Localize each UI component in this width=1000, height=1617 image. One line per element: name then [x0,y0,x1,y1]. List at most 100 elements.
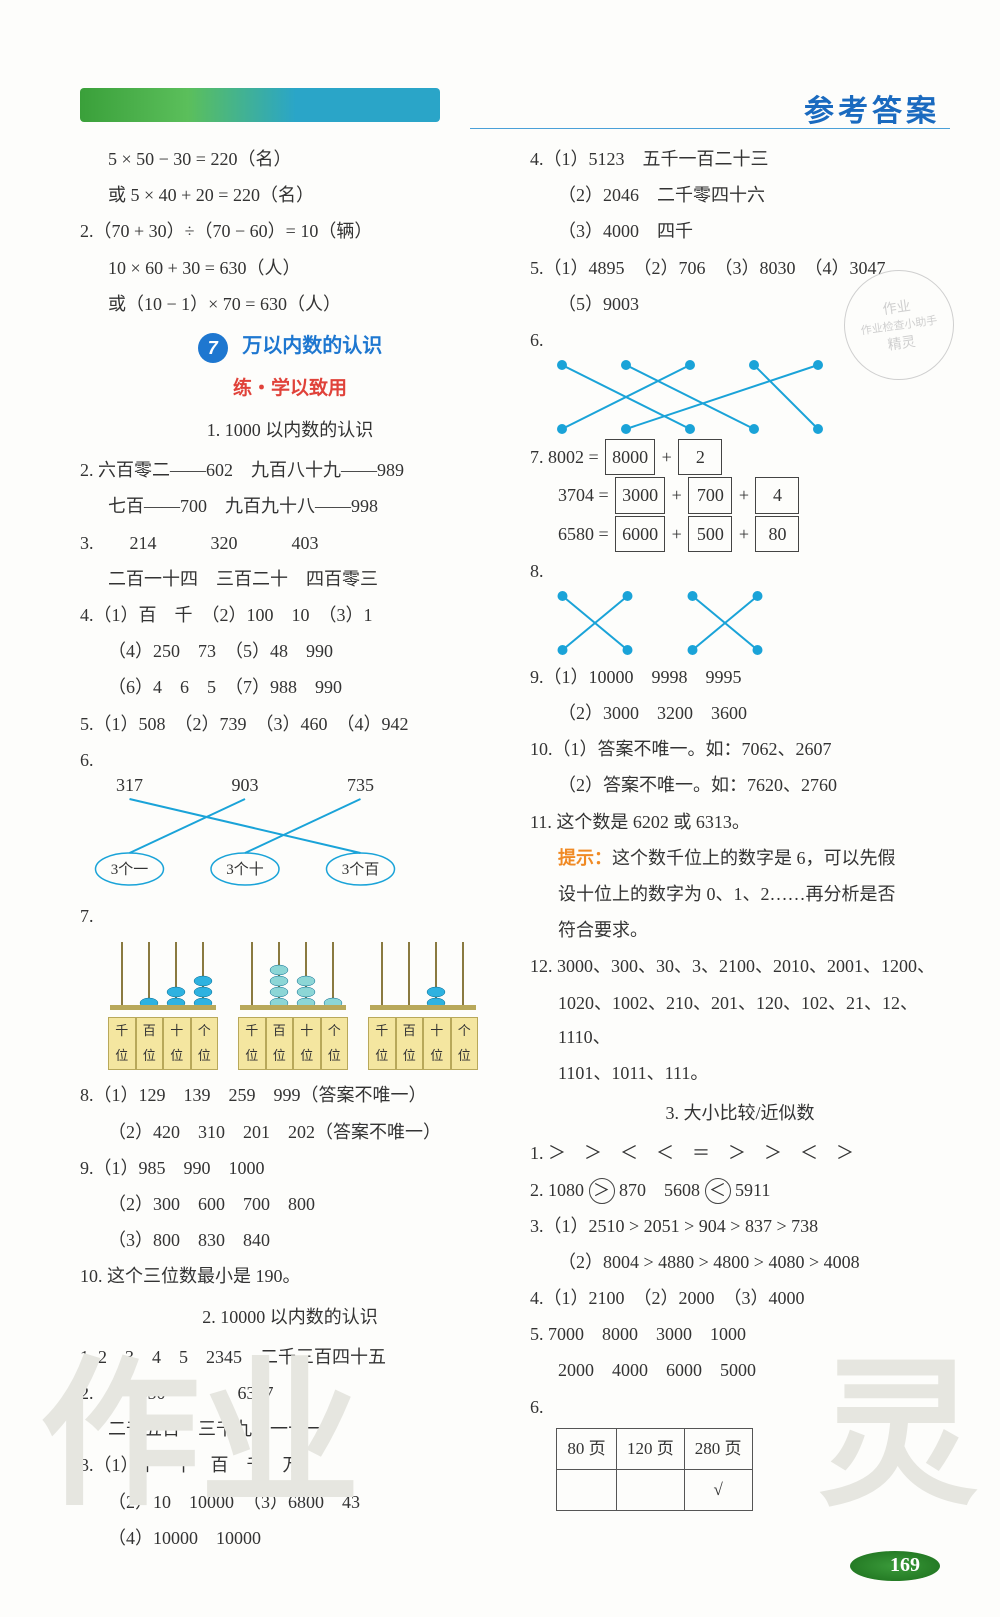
q6-right-matching-svg [530,357,850,437]
l-q3a: 3. 214 320 403 [80,526,500,560]
t6-r2: √ [684,1470,752,1511]
r-c2a: 2. 1080 [530,1180,589,1200]
page-number: 169 [890,1554,920,1577]
r-c2b: 870 5608 [619,1180,705,1200]
r-c2-lt-circle: ＜ [705,1178,731,1204]
subheading-2: 2. 10000 以内数的认识 [80,1300,500,1334]
section-7-title: 万以内数的认识 [242,335,382,357]
r-c3a: 3.（1）2510 > 2051 > 904 > 837 > 738 [530,1209,950,1243]
r-q7-l2: 3704 = 3000 + 700 + 4 [530,477,950,513]
l-q9b: （2）300 600 700 800 [80,1187,500,1221]
r-q12b: 1020、1002、210、201、120、102、21、12、1110、 [530,986,950,1054]
l-q7-label: 7. [80,899,500,933]
l-b3a: 3.（1）个 十 百 千 万 [80,1448,500,1482]
r-c5b: 2000 4000 6000 5000 [530,1353,950,1387]
l-b3c: （4）10000 10000 [80,1521,500,1555]
l-q2b: 七百——700 九百九十八——998 [80,489,500,523]
l-q9c: （3）800 830 840 [80,1223,500,1257]
hint-label: 提示： [558,848,612,868]
subheading-1: 1. 1000 以内数的认识 [80,413,500,447]
abacus-0: 千位百位十位个位 [108,937,218,1070]
r-q7-box-700: 700 [688,477,732,513]
t6-r1 [617,1470,685,1511]
l-q4a: 4.（1）百 千 （2）100 10 （3）1 [80,598,500,632]
r-c1: 1. ＞ ＞ ＜ ＜ ＝ ＞ ＞ ＜ ＞ [530,1136,950,1170]
l-q2a: 2. 六百零二——602 九百八十九——989 [80,453,500,487]
header-underline [470,128,950,129]
l-2a: 2.（70 + 30）÷（70 − 60）= 10（辆） [80,214,500,248]
r-q10b: （2）答案不唯一。如：7620、2760 [530,768,950,802]
abacus-1: 千位百位十位个位 [238,937,348,1070]
r-q7-box-8000: 8000 [605,439,655,475]
l-q8a: 8.（1）129 139 259 999（答案不唯一） [80,1078,500,1112]
l-q4c: （6）4 6 5 （7）988 990 [80,670,500,704]
l-b2b: 二千五百 三千九百一十一 [80,1412,500,1446]
r-q8: 8. [530,554,950,658]
header-title: 参考答案 [804,86,940,130]
l-q6: 6. 3179037353个一3个十3个百 [80,743,500,897]
r-c3b: （2）8004 > 4880 > 4800 > 4080 > 4008 [530,1245,950,1279]
abacus-row: 千位百位十位个位千位百位十位个位千位百位十位个位 [108,937,500,1070]
svg-text:3个十: 3个十 [226,861,264,878]
r-q7-box-6000: 6000 [615,516,665,552]
l-b3b: （2）10 10000 （3）6800 43 [80,1485,500,1519]
page: 参考答案 作业 灵 作业 作业检查小助手 精灵 5 × 50 − 30 = 22… [0,0,1000,1617]
content-columns: 5 × 50 − 30 = 220（名） 或 5 × 40 + 20 = 220… [80,140,950,1557]
q8-right-matching-svg [530,588,790,658]
l-b2a: 2. 9550 6397 [80,1376,500,1410]
t6-r0 [557,1470,617,1511]
r-q4c: （3）4000 四千 [530,214,950,248]
l-q8b: （2）420 310 201 202（答案不唯一） [80,1115,500,1149]
r-q7-label: 7. 8002 = [530,447,603,467]
t6-h1: 120 页 [617,1428,685,1469]
r-q7-l2a: 3704 = [558,485,613,505]
t6-h2: 280 页 [684,1428,752,1469]
abacus-2: 千位百位十位个位 [368,937,478,1070]
l-1: 5 × 50 − 30 = 220（名） [80,142,500,176]
r-c2c: 5911 [735,1180,770,1200]
r-q7-l3a: 6580 = [558,524,613,544]
svg-text:735: 735 [347,777,374,795]
r-c2: 2. 1080 ＞ 870 5608 ＜ 5911 [530,1173,950,1207]
q6-matching-svg: 3179037353个一3个十3个百 [80,777,410,897]
svg-text:3个百: 3个百 [342,861,380,878]
r-q7-box-500: 500 [688,516,732,552]
r-c6-label: 6. [530,1397,544,1417]
svg-text:3个一: 3个一 [111,861,149,878]
r-c2-gt-circle: ＞ [589,1178,615,1204]
r-q6-label: 6. [530,330,544,350]
header-decor-band [80,88,440,122]
r-q7-box-2: 2 [678,439,722,475]
r-c5a: 5. 7000 8000 3000 1000 [530,1317,950,1351]
r-q7-l1: 7. 8002 = 8000 + 2 [530,439,950,475]
section-7-header: 7 万以内数的认识 [80,327,500,365]
practice-title: 练・学以致用 [80,371,500,407]
section-7-badge: 7 [198,333,228,363]
l-b1: 1. 2 3 4 5 2345 二千三百四十五 [80,1340,500,1374]
l-1b: 或 5 × 40 + 20 = 220（名） [80,178,500,212]
r-q7-box-3000: 3000 [615,477,665,513]
r-q10a: 10.（1）答案不唯一。如：7062、2607 [530,732,950,766]
r-q4a: 4.（1）5123 五千一百二十三 [530,142,950,176]
r-q7-box-4: 4 [755,477,799,513]
l-q4b: （4）250 73 （5）48 990 [80,634,500,668]
subheading-3: 3. 大小比较/近似数 [530,1096,950,1130]
left-column: 5 × 50 − 30 = 220（名） 或 5 × 40 + 20 = 220… [80,140,500,1557]
l-q3b: 二百一十四 三百二十 四百零三 [80,562,500,596]
r-q12a: 12. 3000、300、30、3、2100、2010、2001、1200、 [530,949,950,983]
r-q11c: 设十位上的数字为 0、1、2……再分析是否 [530,877,950,911]
r-q11a: 11. 这个数是 6202 或 6313。 [530,805,950,839]
r-q11d: 符合要求。 [530,913,950,947]
r-q9a: 9.（1）10000 9998 9995 [530,660,950,694]
r-c4: 4.（1）2100 （2）2000 （3）4000 [530,1281,950,1315]
r-q12c: 1101、1011、111。 [530,1056,950,1090]
r-q9b: （2）3000 3200 3600 [530,696,950,730]
l-q10: 10. 这个三位数最小是 190。 [80,1259,500,1293]
r-c6: 6. 80 页 120 页 280 页 √ [530,1390,950,1512]
svg-text:903: 903 [232,777,259,795]
l-2b: 10 × 60 + 30 = 630（人） [80,251,500,285]
table-6: 80 页 120 页 280 页 √ [556,1428,753,1512]
r-q7-box-80: 80 [755,516,799,552]
l-2c: 或（10 − 1）× 70 = 630（人） [80,287,500,321]
l-q9a: 9.（1）985 990 1000 [80,1151,500,1185]
